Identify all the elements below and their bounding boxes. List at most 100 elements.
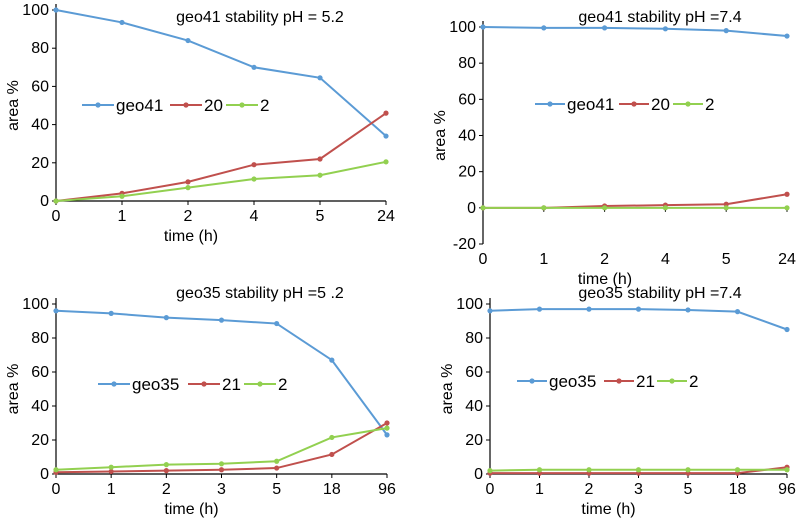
y-tick-label: 80 [31, 40, 49, 57]
data-point [53, 467, 59, 473]
x-axis-label: time (h) [581, 501, 635, 518]
data-point [119, 193, 125, 199]
legend-label-2: 21 [636, 372, 655, 391]
data-point [685, 467, 691, 473]
data-point [317, 75, 323, 81]
legend-marker-3 [669, 378, 675, 384]
x-tick-label: 1 [535, 481, 544, 498]
x-tick-label: 0 [52, 208, 61, 225]
legend-label-3: 2 [278, 375, 287, 394]
data-point [218, 317, 225, 323]
data-point [108, 468, 114, 475]
legend-label-1: geo41 [567, 95, 614, 114]
legend-label-1: geo35 [132, 375, 179, 394]
y-tick-label: 0 [40, 466, 49, 483]
data-point [317, 156, 323, 162]
legend-marker-3 [239, 102, 245, 108]
data-point [218, 467, 225, 473]
data-point [251, 162, 257, 168]
data-point [274, 458, 280, 464]
x-tick-label: 5 [316, 208, 325, 225]
data-point [163, 462, 169, 468]
y-tick-label: -20 [453, 236, 476, 253]
chart-panel-4: geo35 stability pH =7.4 0 20 40 60 80 100 0 1 2 3 5… [439, 285, 796, 518]
legend-label-2: 20 [651, 95, 670, 114]
data-point [723, 205, 729, 211]
y-tick-label: 20 [31, 432, 49, 449]
chart-title: geo41 stability pH = 5.2 [176, 9, 344, 26]
x-tick-label: 3 [217, 481, 226, 498]
legend-label-3: 2 [260, 96, 269, 115]
data-point [53, 198, 59, 204]
x-tick-label: 1 [539, 251, 548, 268]
data-point [480, 24, 486, 30]
legend-marker-1 [95, 102, 101, 108]
x-tick-label: 3 [634, 481, 643, 498]
data-point [251, 176, 257, 182]
series-line-2 [55, 112, 387, 202]
y-tick-label: 100 [22, 296, 49, 313]
data-point [541, 25, 547, 31]
chart-title: geo41 stability pH =7.4 [578, 9, 741, 26]
x-tick-label: 96 [778, 481, 796, 498]
legend-marker-1 [529, 378, 535, 384]
data-point [383, 159, 389, 165]
legend-marker-2 [183, 102, 189, 108]
data-point [586, 467, 592, 473]
data-point [185, 185, 191, 191]
series-line-1 [482, 26, 788, 38]
data-point [784, 191, 790, 197]
x-tick-label: 4 [250, 208, 259, 225]
data-point [53, 7, 59, 13]
data-point [635, 467, 642, 473]
y-tick-label: 100 [22, 2, 49, 19]
legend-label-1: geo35 [549, 372, 596, 391]
legend-label-3: 2 [689, 372, 698, 391]
data-point [108, 310, 114, 316]
legend: geo41 20 2 [535, 95, 714, 114]
y-tick-label: 40 [31, 117, 49, 134]
data-point [602, 25, 608, 31]
data-point [329, 451, 335, 458]
data-point [274, 465, 280, 471]
legend-marker-3 [257, 381, 263, 387]
x-tick-label: 2 [600, 251, 609, 268]
data-point [108, 464, 114, 470]
y-tick-label: 60 [458, 91, 476, 108]
x-tick-label: 2 [184, 208, 193, 225]
legend-marker-3 [685, 101, 691, 107]
data-point [383, 133, 389, 139]
y-tick-label: 40 [31, 398, 49, 415]
x-tick-label: 2 [585, 481, 594, 498]
x-tick-label: 5 [272, 481, 281, 498]
legend-marker-2 [631, 101, 637, 107]
y-tick-label: 20 [458, 164, 476, 181]
legend-label-3: 2 [705, 95, 714, 114]
data-point [662, 205, 669, 211]
x-tick-label: 18 [729, 481, 747, 498]
data-point [384, 432, 390, 438]
data-point [734, 467, 741, 473]
data-point [734, 309, 741, 315]
chart-title: geo35 stability pH =7.4 [578, 285, 741, 302]
data-point [163, 315, 169, 321]
x-tick-label: 5 [722, 251, 731, 268]
series-line-2 [483, 193, 788, 209]
legend-label-2: 20 [204, 96, 223, 115]
legend: geo41 20 2 [82, 96, 269, 115]
data-point [784, 205, 790, 211]
y-axis-label: area % [5, 364, 22, 415]
x-axis-label: time (h) [578, 271, 632, 288]
data-point [723, 28, 729, 34]
x-tick-label: 1 [107, 481, 116, 498]
legend-label-2: 21 [222, 375, 241, 394]
y-axis-label: area % [439, 364, 456, 415]
y-tick-label: 80 [458, 55, 476, 72]
y-tick-label: 20 [31, 155, 49, 172]
data-point [784, 467, 790, 473]
x-tick-label: 0 [486, 481, 495, 498]
y-tick-label: 60 [465, 364, 483, 381]
